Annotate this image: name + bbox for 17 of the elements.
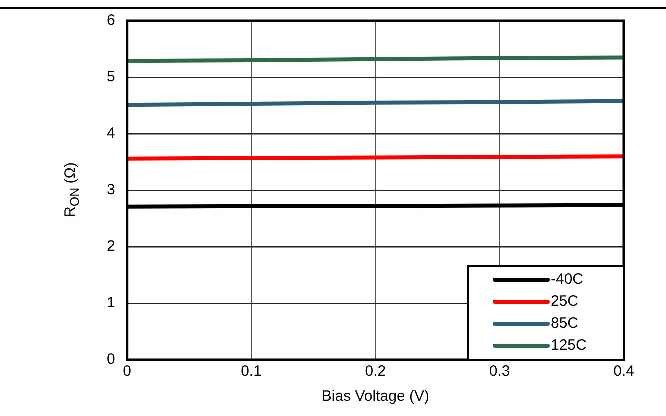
y-tick-label: 6 bbox=[107, 12, 116, 30]
x-tick-label: 0.3 bbox=[489, 363, 510, 380]
legend-label: -40C bbox=[551, 271, 584, 288]
x-tick-label: 0.4 bbox=[614, 363, 634, 380]
legend-label: 85C bbox=[551, 315, 579, 332]
x-tick-label: 0.1 bbox=[241, 363, 262, 380]
y-tick-label: 4 bbox=[107, 125, 116, 142]
y-tick-label: 0 bbox=[107, 351, 116, 368]
y-tick-label: 2 bbox=[107, 238, 116, 256]
legend-label: 25C bbox=[551, 293, 579, 310]
x-tick-label: 0 bbox=[123, 363, 132, 380]
y-tick-label: 3 bbox=[107, 182, 116, 199]
y-tick-label: 5 bbox=[107, 68, 116, 86]
legend-label: 125C bbox=[551, 337, 588, 354]
x-tick-label: 0.2 bbox=[365, 363, 386, 380]
x-axis-title: Bias Voltage (V) bbox=[322, 388, 430, 406]
y-tick-label: 1 bbox=[107, 294, 116, 312]
